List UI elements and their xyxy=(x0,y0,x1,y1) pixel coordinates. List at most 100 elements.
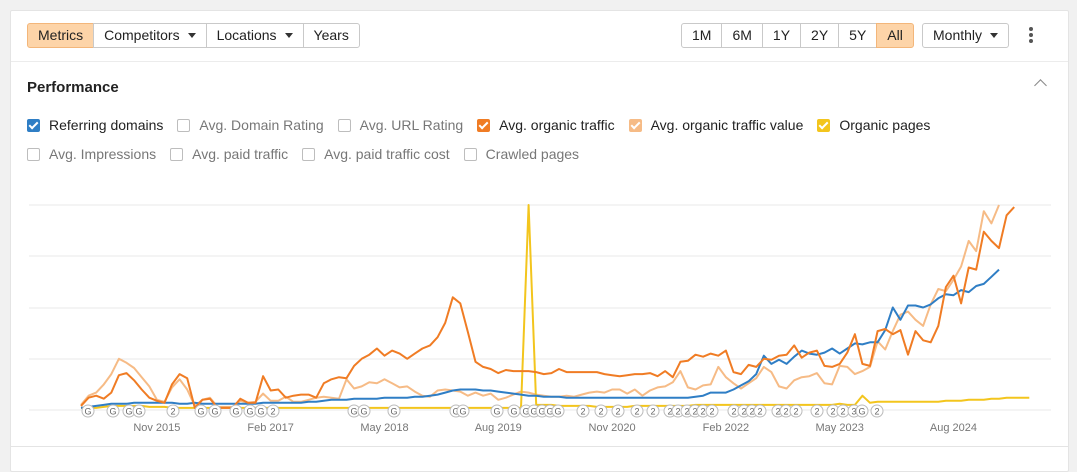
chevron-up-icon[interactable] xyxy=(1034,79,1047,92)
annotation-label: 2 xyxy=(684,407,689,417)
annotation-marker: 2 xyxy=(611,404,625,418)
annotation-marker: G xyxy=(456,404,470,418)
metric-toggle[interactable]: Avg. organic traffic value xyxy=(628,117,804,133)
annotation-marker: 2 xyxy=(836,404,850,418)
annotation-label: 2 xyxy=(170,407,175,417)
metric-toggle[interactable]: Avg. paid traffic xyxy=(170,146,288,162)
tab-label: Metrics xyxy=(38,27,84,43)
annotation-label: 2 xyxy=(675,407,680,417)
annotation-label: 2 xyxy=(757,407,762,417)
annotation-marker: G xyxy=(81,404,95,418)
metric-toggle[interactable]: Crawled pages xyxy=(463,146,579,162)
annotation-label: G xyxy=(493,407,500,417)
metric-toggle[interactable]: Referring domains xyxy=(27,117,163,133)
annotation-label: 2 xyxy=(731,407,736,417)
x-tick-label: May 2023 xyxy=(816,422,864,434)
chevron-down-icon xyxy=(284,33,293,38)
annotation-label: G xyxy=(538,407,545,417)
annotation-label: G xyxy=(858,407,865,417)
annotation-marker: 2 xyxy=(727,404,741,418)
annotation-label: G xyxy=(360,407,367,417)
metric-toggle[interactable]: Avg. paid traffic cost xyxy=(302,146,450,162)
annotation-label: G xyxy=(257,407,264,417)
checked-checkbox-icon[interactable] xyxy=(628,118,642,132)
toolbar: Metrics Competitors Locations Years 1M 6M 1Y 2… xyxy=(11,11,1068,62)
range-label: 2Y xyxy=(811,27,829,43)
annotation-label: G xyxy=(530,407,537,417)
metric-label: Avg. organic traffic value xyxy=(650,117,804,133)
metric-toggle[interactable]: Avg. Domain Rating xyxy=(177,117,324,133)
unchecked-checkbox-icon[interactable] xyxy=(177,118,191,132)
range-label: 1M xyxy=(692,27,712,43)
metric-toggle[interactable]: Avg. organic traffic xyxy=(477,117,615,133)
annotation-marker: 2 xyxy=(576,404,590,418)
range-1m[interactable]: 1M xyxy=(681,23,723,48)
tab-label: Locations xyxy=(216,27,277,43)
series-line-referring_domains xyxy=(80,268,1000,409)
divider xyxy=(11,446,1068,447)
annotation-marker: 2 xyxy=(789,404,803,418)
annotation-marker: G xyxy=(855,404,869,418)
unchecked-checkbox-icon[interactable] xyxy=(302,147,316,161)
annotation-marker: G xyxy=(254,404,268,418)
unchecked-checkbox-icon[interactable] xyxy=(463,147,477,161)
tab-locations[interactable]: Locations xyxy=(205,23,304,48)
annotation-label: 2 xyxy=(650,407,655,417)
tab-metrics[interactable]: Metrics xyxy=(27,23,95,48)
unchecked-checkbox-icon[interactable] xyxy=(337,118,351,132)
metric-label: Referring domains xyxy=(49,117,164,133)
annotation-marker: G xyxy=(106,404,120,418)
chevron-down-icon xyxy=(990,33,999,38)
range-1y[interactable]: 1Y xyxy=(761,23,802,48)
tab-years[interactable]: Years xyxy=(302,23,360,48)
annotation-label: 2 xyxy=(634,407,639,417)
metric-label: Avg. paid traffic xyxy=(192,146,289,162)
annotation-label: G xyxy=(554,407,561,417)
checked-checkbox-icon[interactable] xyxy=(817,118,831,132)
metrics-row-1: Referring domains Avg. Domain Rating Avg. … xyxy=(27,117,944,133)
series-line-organic_pages xyxy=(81,204,1030,409)
annotation-label: 2 xyxy=(615,407,620,417)
annotation-label: 2 xyxy=(709,407,714,417)
x-tick-label: Nov 2020 xyxy=(589,422,636,434)
x-tick-label: Nov 2015 xyxy=(133,422,180,434)
range-2y[interactable]: 2Y xyxy=(800,23,840,48)
metric-toggle[interactable]: Avg. Impressions xyxy=(27,146,156,162)
x-tick-label: Feb 2022 xyxy=(703,422,749,434)
range-6m[interactable]: 6M xyxy=(721,23,763,48)
annotation-marker: G xyxy=(208,404,222,418)
metric-label: Organic pages xyxy=(839,117,931,133)
annotation-label: G xyxy=(84,407,91,417)
annotation-label: 2 xyxy=(840,407,845,417)
range-label: 1Y xyxy=(772,27,791,43)
metric-label: Avg. URL Rating xyxy=(359,117,464,133)
range-label: 5Y xyxy=(849,27,867,43)
annotation-label: G xyxy=(522,407,529,417)
checked-checkbox-icon[interactable] xyxy=(477,118,491,132)
range-all[interactable]: All xyxy=(876,23,914,48)
annotation-label: 2 xyxy=(667,407,672,417)
tab-label: Years xyxy=(313,27,349,43)
annotation-label: G xyxy=(390,407,397,417)
annotation-label: 2 xyxy=(598,407,603,417)
metric-label: Avg. Impressions xyxy=(49,146,157,162)
series-line-avg_organic_traffic_value xyxy=(80,204,1000,408)
annotation-marker: G xyxy=(551,404,565,418)
metric-label: Avg. Domain Rating xyxy=(199,117,324,133)
kebab-menu-icon[interactable] xyxy=(1028,27,1034,45)
metric-label: Avg. paid traffic cost xyxy=(324,146,450,162)
annotation-marker: G xyxy=(132,404,146,418)
annotation-label: G xyxy=(232,407,239,417)
unchecked-checkbox-icon[interactable] xyxy=(27,147,40,161)
range-label: All xyxy=(887,27,903,43)
checked-checkbox-icon[interactable] xyxy=(27,118,40,132)
tab-competitors[interactable]: Competitors xyxy=(93,23,207,48)
range-5y[interactable]: 5Y xyxy=(838,23,878,48)
section-title: Performance xyxy=(27,79,119,96)
metric-toggle[interactable]: Avg. URL Rating xyxy=(337,117,464,133)
range-label: 6M xyxy=(732,27,752,43)
annotation-marker: G xyxy=(507,404,521,418)
interval-dropdown[interactable]: Monthly xyxy=(922,23,1010,48)
metric-toggle[interactable]: Organic pages xyxy=(817,117,930,133)
unchecked-checkbox-icon[interactable] xyxy=(170,147,184,161)
